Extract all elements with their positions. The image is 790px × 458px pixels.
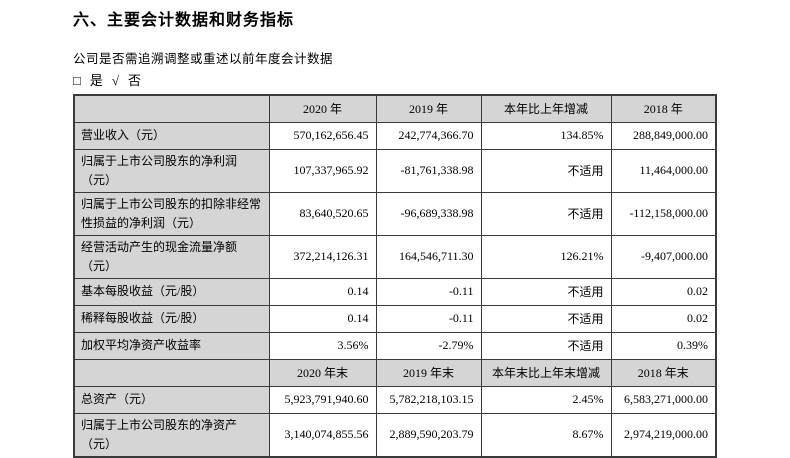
value-cell: 0.14 xyxy=(268,277,377,306)
value-cell: -2.79% xyxy=(375,331,482,360)
header-cell: 2019 年 xyxy=(375,94,482,123)
value-cell: 0.39% xyxy=(610,331,717,360)
row-label: 归属于上市公司股东的净利润（元） xyxy=(73,148,270,193)
value-cell: 242,774,366.70 xyxy=(375,121,482,150)
value-cell: -96,689,338.98 xyxy=(375,191,482,236)
table-row: 营业收入（元） 570,162,656.45 242,774,366.70 134.8… xyxy=(73,121,717,150)
table-row: 归属于上市公司股东的净利润（元） 107,337,965.92 -81,761,33… xyxy=(73,148,717,193)
value-cell: 2.45% xyxy=(480,385,612,414)
header-cell: 2020 年 xyxy=(268,94,377,123)
header-cell: 2019 年末 xyxy=(375,358,482,387)
value-cell: -0.11 xyxy=(375,277,482,306)
value-cell: 164,546,711.30 xyxy=(375,234,482,279)
value-cell: 不适用 xyxy=(480,148,612,193)
row-label: 经营活动产生的现金流量净额（元） xyxy=(73,234,270,279)
table-row: 基本每股收益（元/股） 0.14 -0.11 不适用 0.02 xyxy=(73,277,717,306)
header-cell: 2018 年末 xyxy=(610,358,717,387)
value-cell: 5,923,791,940.60 xyxy=(268,385,377,414)
value-cell: 6,583,271,000.00 xyxy=(610,385,717,414)
header-cell-empty xyxy=(73,94,270,123)
value-cell: 不适用 xyxy=(480,191,612,236)
value-cell: 8.67% xyxy=(480,412,612,457)
value-cell: 5,782,218,103.15 xyxy=(375,385,482,414)
row-label: 加权平均净资产收益率 xyxy=(73,331,270,360)
checkbox-unchecked-icon: □ xyxy=(73,73,81,88)
value-cell: 2,974,219,000.00 xyxy=(610,412,717,457)
value-cell: 不适用 xyxy=(480,277,612,306)
value-cell: 3.56% xyxy=(268,331,377,360)
table-row: 归属于上市公司股东的扣除非经常性损益的净利润（元） 83,640,520.65 -9… xyxy=(73,191,717,236)
value-cell: 2,889,590,203.79 xyxy=(375,412,482,457)
table-body: 2020 年 2019 年本年比上年增减 2018 年营业收入（元） 570,162,… xyxy=(73,94,717,457)
header-cell: 2020 年末 xyxy=(268,358,377,387)
table-header-row: 2020 年 2019 年本年比上年增减 2018 年 xyxy=(73,94,717,123)
table-row: 总资产（元） 5,923,791,940.60 5,782,218,103.15 2.… xyxy=(73,385,717,414)
table-header-row: 2020 年末 2019 年末 本年末比上年末增减 2018 年末 xyxy=(73,358,717,387)
value-cell: 288,849,000.00 xyxy=(610,121,717,150)
header-cell: 2018 年 xyxy=(610,94,717,123)
value-cell: 不适用 xyxy=(480,304,612,333)
value-cell: 134.85% xyxy=(480,121,612,150)
row-label: 营业收入（元） xyxy=(73,121,270,150)
value-cell: 126.21% xyxy=(480,234,612,279)
row-label: 稀释每股收益（元/股） xyxy=(73,304,270,333)
row-label: 总资产（元） xyxy=(73,385,270,414)
header-cell: 本年末比上年末增减 xyxy=(480,358,612,387)
value-cell: 11,464,000.00 xyxy=(610,148,717,193)
value-cell: -112,158,000.00 xyxy=(610,191,717,236)
yes-label: 是 xyxy=(89,73,103,88)
value-cell: 0.02 xyxy=(610,304,717,333)
value-cell: 3,140,074,855.56 xyxy=(268,412,377,457)
value-cell: -0.11 xyxy=(375,304,482,333)
row-label: 归属于上市公司股东的净资产（元） xyxy=(73,412,270,457)
value-cell: 0.14 xyxy=(268,304,377,333)
value-cell: 570,162,656.45 xyxy=(268,121,377,150)
value-cell: 83,640,520.65 xyxy=(268,191,377,236)
value-cell: -9,407,000.00 xyxy=(610,234,717,279)
row-label: 归属于上市公司股东的扣除非经常性损益的净利润（元） xyxy=(73,191,270,236)
table-row: 经营活动产生的现金流量净额（元） 372,214,126.31 164,546,71… xyxy=(73,234,717,279)
table-row: 加权平均净资产收益率 3.56% -2.79% 不适用 0.39% xyxy=(73,331,717,360)
value-cell: -81,761,338.98 xyxy=(375,148,482,193)
value-cell: 不适用 xyxy=(480,331,612,360)
table-row: 稀释每股收益（元/股） 0.14 -0.11 不适用 0.02 xyxy=(73,304,717,333)
financial-indicators-table: 2020 年 2019 年本年比上年增减 2018 年营业收入（元） 570,162,… xyxy=(73,94,717,458)
table-row: 归属于上市公司股东的净资产（元） 3,140,074,855.56 2,889,59… xyxy=(73,412,717,457)
row-label: 基本每股收益（元/股） xyxy=(73,277,270,306)
no-label: 否 xyxy=(128,73,142,88)
restatement-question-text: 公司是否需追溯调整或重述以前年度会计数据 xyxy=(73,52,334,66)
value-cell: 107,337,965.92 xyxy=(268,148,377,193)
value-cell: 0.02 xyxy=(610,277,717,306)
section-title: 六、主要会计数据和财务指标 xyxy=(73,12,295,29)
header-cell-empty xyxy=(73,358,270,387)
checkmark-icon: √ xyxy=(111,73,120,88)
value-cell: 372,214,126.31 xyxy=(268,234,377,279)
header-cell: 本年比上年增减 xyxy=(480,94,612,123)
yes-no-checkline: □ 是 √ 否 xyxy=(73,70,150,89)
